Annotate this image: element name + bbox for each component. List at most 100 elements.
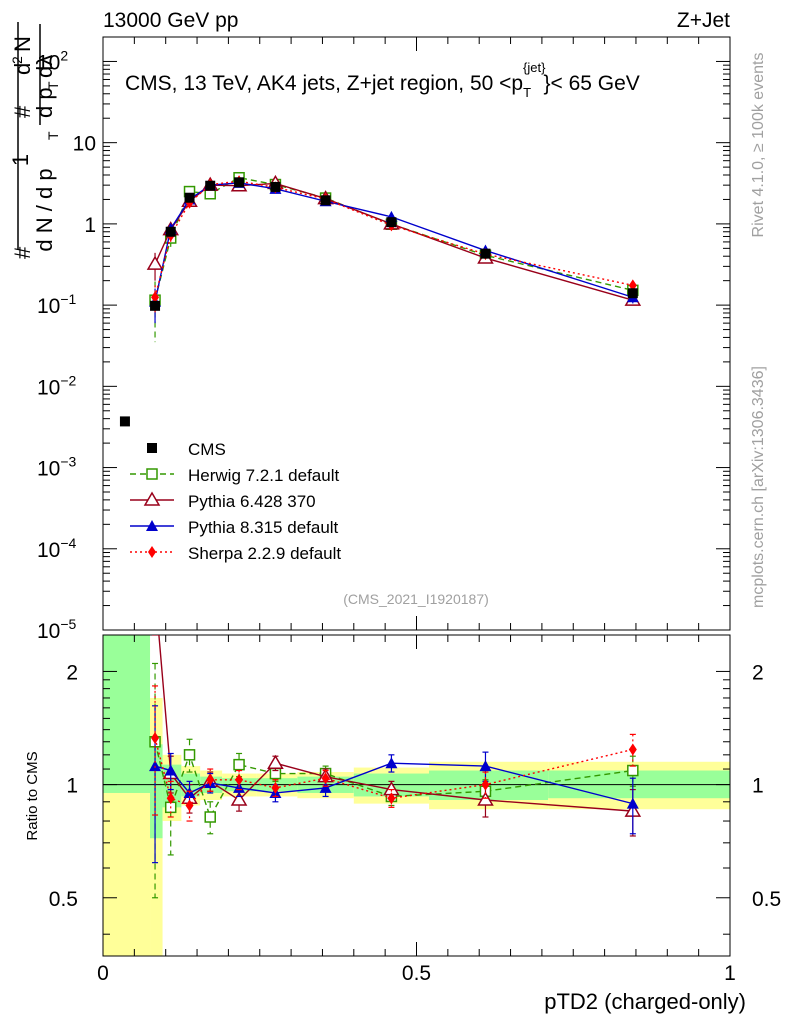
y-tick-exponent: 2 [60, 47, 68, 63]
header-right: Z+Jet [677, 9, 730, 32]
chart-title-sub: T [523, 85, 531, 100]
svg-text:2: 2 [9, 56, 25, 64]
chart-title-end: }< 65 GeV [543, 72, 639, 95]
sherpa-marker [271, 781, 280, 794]
herwig-marker [146, 468, 158, 480]
sherpa-marker [151, 732, 160, 745]
herwig-marker [233, 758, 245, 771]
y-tick-label: 102 [37, 47, 68, 74]
y-tick-label: 10−5 [37, 616, 77, 643]
sherpa-marker [321, 772, 330, 785]
sherpa-marker [151, 291, 160, 304]
sherpa-marker [235, 773, 244, 786]
svg-text:1: 1 [8, 154, 33, 166]
cms-data-point [165, 226, 176, 237]
y-axis-title: # 1 d N / d p T # d 2 N d p T dλ [8, 22, 61, 259]
legend-label: Herwig 7.2.1 default [188, 466, 339, 485]
legend-entry: Herwig 7.2.1 default [130, 466, 339, 485]
sherpa-marker [185, 799, 194, 812]
svg-text:d: d [10, 63, 35, 75]
sherpa-marker [166, 792, 175, 805]
y-tick-exponent: −2 [60, 372, 76, 388]
ratio-y-tick-label-right: 0.5 [752, 888, 781, 911]
cms-data-point [119, 416, 130, 427]
y-tick-exponent: −5 [60, 616, 76, 632]
legend-cms-marker [147, 443, 157, 453]
rivet-version-label: Rivet 4.1.0, ≥ 100k events [750, 53, 767, 238]
legend-label: Sherpa 2.2.9 default [188, 544, 341, 563]
sherpa-marker [387, 792, 396, 805]
herwig-marker [204, 811, 216, 823]
pythia6-marker [477, 791, 494, 806]
mc-line-main [154, 177, 633, 301]
pythia8-marker [385, 757, 398, 769]
chart-title: CMS, 13 TeV, AK4 jets, Z+jet region, 50 … [125, 60, 640, 100]
y-tick-exponent: −3 [60, 454, 76, 470]
ratio-y-tick-label-right: 1 [752, 775, 764, 798]
x-tick-label: 0 [97, 962, 109, 985]
x-axis-label: pTD2 (charged-only) [544, 989, 746, 1014]
y-tick-base: 10 [37, 458, 60, 481]
legend-entry-cms: CMS [147, 440, 226, 459]
legend-entry: Pythia 8.315 default [130, 518, 339, 537]
mc-line-main [154, 182, 634, 301]
svg-text:#: # [10, 105, 35, 118]
cms-data-point [205, 180, 216, 191]
svg-text:dλ: dλ [32, 55, 57, 78]
pythia6-marker [146, 255, 164, 270]
cms-data-point [270, 181, 281, 192]
svg-text:d N / d p: d N / d p [32, 168, 57, 251]
legend-entry: Sherpa 2.2.9 default [130, 544, 341, 563]
pythia8-marker [146, 520, 158, 531]
ratio-y-tick-label-left: 1 [66, 775, 78, 798]
y-tick-label: 10−3 [37, 454, 77, 481]
cms-data-point [184, 192, 195, 203]
cms-data-point [320, 195, 331, 206]
mc-line-main [154, 182, 634, 302]
y-tick-base: 10 [37, 620, 60, 643]
legend: CMS Herwig 7.2.1 default Pythia 6.428 370 P… [130, 440, 341, 563]
pythia8-marker [319, 781, 332, 793]
cms-data-point [386, 217, 397, 228]
sherpa-marker [481, 778, 490, 791]
analysis-id: (CMS_2021_I1920187) [343, 591, 489, 607]
pythia8-marker [164, 764, 177, 776]
pythia6-marker [230, 791, 248, 806]
y-tick-exponent: −4 [60, 535, 76, 551]
y-tick-label: 10 [73, 133, 96, 156]
legend-cms-label: CMS [188, 440, 226, 459]
pythia6-marker [143, 491, 161, 506]
chart-title-main: CMS, 13 TeV, AK4 jets, Z+jet region, 50 … [125, 72, 523, 95]
sherpa-marker [206, 773, 215, 786]
herwig-marker [183, 749, 196, 761]
cms-data-point [234, 177, 245, 188]
legend-label: Pythia 6.428 370 [188, 492, 316, 511]
pythia6-marker [267, 754, 284, 769]
herwig-marker [627, 764, 639, 777]
pythia8-marker [149, 760, 162, 772]
y-tick-label: 1 [84, 214, 96, 237]
y-tick-label: 10−2 [37, 372, 77, 399]
cms-data-point [480, 248, 491, 259]
svg-text:N: N [10, 36, 35, 52]
legend-label: Pythia 8.315 default [188, 518, 339, 537]
y-tick-base: 1 [84, 214, 96, 237]
sherpa-marker [148, 546, 156, 558]
chart-title-sup: {jet} [523, 60, 546, 75]
y-tick-label: 10−4 [37, 535, 77, 562]
ratio-y-tick-label-left: 0.5 [49, 888, 78, 911]
y-tick-base: 10 [37, 295, 60, 318]
mc-line-ratio [154, 762, 633, 805]
ratio-y-tick-label-right: 2 [752, 661, 764, 684]
x-tick-label: 1 [724, 962, 736, 985]
main-panel-frame [102, 36, 731, 631]
main-panel-series [119, 171, 642, 427]
cms-data-point [150, 300, 161, 311]
mc-line-main [154, 180, 633, 298]
ratio-panel-series [149, 635, 642, 899]
y-tick-base: 10 [37, 539, 60, 562]
mc-line-ratio [158, 635, 633, 812]
y-tick-base: 10 [37, 376, 60, 399]
y-tick-label: 10−1 [37, 291, 77, 318]
